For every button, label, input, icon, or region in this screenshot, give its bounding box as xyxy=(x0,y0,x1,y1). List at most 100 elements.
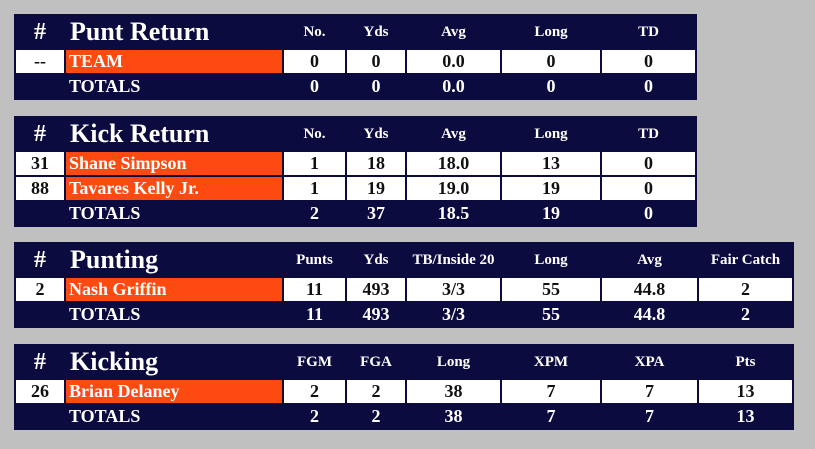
total-cell: 0 xyxy=(371,76,381,96)
totals-row: TOTALS 11 493 3/3 55 44.8 2 xyxy=(16,303,792,326)
column-header: Punts xyxy=(296,251,333,268)
total-cell: 2 xyxy=(310,203,319,223)
total-cell: 2 xyxy=(371,406,381,426)
stat-cell: 7 xyxy=(502,380,600,403)
stat-cell: 2 xyxy=(699,278,792,301)
jersey-number: 31 xyxy=(16,152,64,175)
column-header: Long xyxy=(534,23,568,40)
column-header: Long xyxy=(436,353,471,370)
stat-cell: 38 xyxy=(407,380,500,403)
stat-cell: 0 xyxy=(502,50,600,73)
total-cell: 11 xyxy=(305,304,323,324)
stat-cell: 19.0 xyxy=(407,177,500,200)
total-cell: 37 xyxy=(367,203,385,223)
number-header: # xyxy=(34,120,46,147)
column-header: XPA xyxy=(634,353,665,370)
stats-table: # Kick Return No. Yds Avg Long TD 31 Shane Simps… xyxy=(14,116,697,227)
stats-table: # Punt Return No. Yds Avg Long TD -- TEAM 0 0 0.0 0 0… xyxy=(14,14,697,100)
total-cell: 13 xyxy=(736,406,755,426)
jersey-number: -- xyxy=(16,50,64,73)
column-header: FGA xyxy=(360,353,392,370)
column-header: TD xyxy=(638,23,659,40)
stat-cell: 13 xyxy=(699,380,792,403)
column-header: Long xyxy=(534,251,568,268)
player-row: -- TEAM 0 0 0.0 0 0 xyxy=(16,50,695,73)
column-header: Avg xyxy=(441,125,466,142)
total-cell: 2 xyxy=(741,304,750,324)
stat-cell: 19 xyxy=(347,177,405,200)
header-row: # Punting Punts Yds TB/Inside 20 Long Avg Fair … xyxy=(16,244,792,276)
table-title: Kick Return xyxy=(70,119,210,148)
player-name: TEAM xyxy=(66,50,282,73)
header-row: # Kicking FGM FGA Long XPM XPA Pts xyxy=(16,346,792,378)
total-cell: 44.8 xyxy=(633,304,666,324)
stat-cell: 7 xyxy=(602,380,697,403)
column-header: FGM xyxy=(297,353,332,370)
total-cell: 7 xyxy=(546,406,556,426)
player-row: 31 Shane Simpson 1 18 18.0 13 0 xyxy=(16,152,695,175)
table-title: Punt Return xyxy=(70,17,210,46)
column-header: XPM xyxy=(533,353,569,370)
totals-row: TOTALS 0 0 0.0 0 0 xyxy=(16,75,695,98)
header-row: # Kick Return No. Yds Avg Long TD xyxy=(16,118,695,150)
blank-cell xyxy=(16,303,64,326)
stat-cell: 0.0 xyxy=(407,50,500,73)
jersey-number: 26 xyxy=(16,380,64,403)
total-cell: 18.5 xyxy=(437,203,470,223)
total-cell: 0 xyxy=(644,76,653,96)
player-name: Shane Simpson xyxy=(66,152,282,175)
total-cell: 3/3 xyxy=(441,304,465,324)
player-row: 88 Tavares Kelly Jr. 1 19 19.0 19 0 xyxy=(16,177,695,200)
stat-cell: 0 xyxy=(602,152,695,175)
total-cell: 2 xyxy=(310,406,319,426)
stat-cell: 0 xyxy=(602,50,695,73)
player-row: 26 Brian Delaney 2 2 38 7 7 13 xyxy=(16,380,792,403)
total-cell: 0 xyxy=(546,76,556,96)
stat-cell: 493 xyxy=(347,278,405,301)
totals-label: TOTALS xyxy=(69,76,141,96)
totals-label: TOTALS xyxy=(69,406,141,426)
total-cell: 38 xyxy=(444,406,463,426)
column-header: Pts xyxy=(735,353,756,370)
table-title: Punting xyxy=(70,245,159,274)
totals-label: TOTALS xyxy=(69,304,141,324)
total-cell: 0.0 xyxy=(442,76,465,96)
total-cell: 0 xyxy=(310,76,319,96)
stat-cell: 0 xyxy=(347,50,405,73)
stat-cell: 2 xyxy=(347,380,405,403)
column-header: Long xyxy=(534,125,568,142)
header-row: # Punt Return No. Yds Avg Long TD xyxy=(16,16,695,48)
player-name: Tavares Kelly Jr. xyxy=(66,177,282,200)
total-cell: 19 xyxy=(542,203,560,223)
stat-cell: 44.8 xyxy=(602,278,697,301)
blank-cell xyxy=(16,75,64,98)
stats-table: # Punting Punts Yds TB/Inside 20 Long Avg Fair … xyxy=(14,242,794,328)
totals-row: TOTALS 2 2 38 7 7 13 xyxy=(16,405,792,428)
column-header: Yds xyxy=(363,251,389,268)
total-cell: 493 xyxy=(362,304,390,324)
column-header: Fair Catch xyxy=(710,251,781,268)
stat-cell: 3/3 xyxy=(407,278,500,301)
number-header: # xyxy=(34,348,46,375)
column-header: Yds xyxy=(363,125,389,142)
column-header: Yds xyxy=(363,23,389,40)
totals-label: TOTALS xyxy=(69,203,141,223)
stat-cell: 18.0 xyxy=(407,152,500,175)
jersey-number: 88 xyxy=(16,177,64,200)
stat-cell: 0 xyxy=(284,50,345,73)
total-cell: 0 xyxy=(644,203,653,223)
stat-cell: 11 xyxy=(284,278,345,301)
stat-cell: 13 xyxy=(502,152,600,175)
table-title: Kicking xyxy=(70,347,159,376)
totals-row: TOTALS 2 37 18.5 19 0 xyxy=(16,202,695,225)
blank-cell xyxy=(16,405,64,428)
column-header: Avg xyxy=(441,23,466,40)
column-header: No. xyxy=(303,125,326,142)
blank-cell xyxy=(16,202,64,225)
column-header: TD xyxy=(638,125,659,142)
column-header: TB/Inside 20 xyxy=(412,251,495,268)
player-row: 2 Nash Griffin 11 493 3/3 55 44.8 2 xyxy=(16,278,792,301)
stat-cell: 55 xyxy=(502,278,600,301)
total-cell: 55 xyxy=(542,304,560,324)
